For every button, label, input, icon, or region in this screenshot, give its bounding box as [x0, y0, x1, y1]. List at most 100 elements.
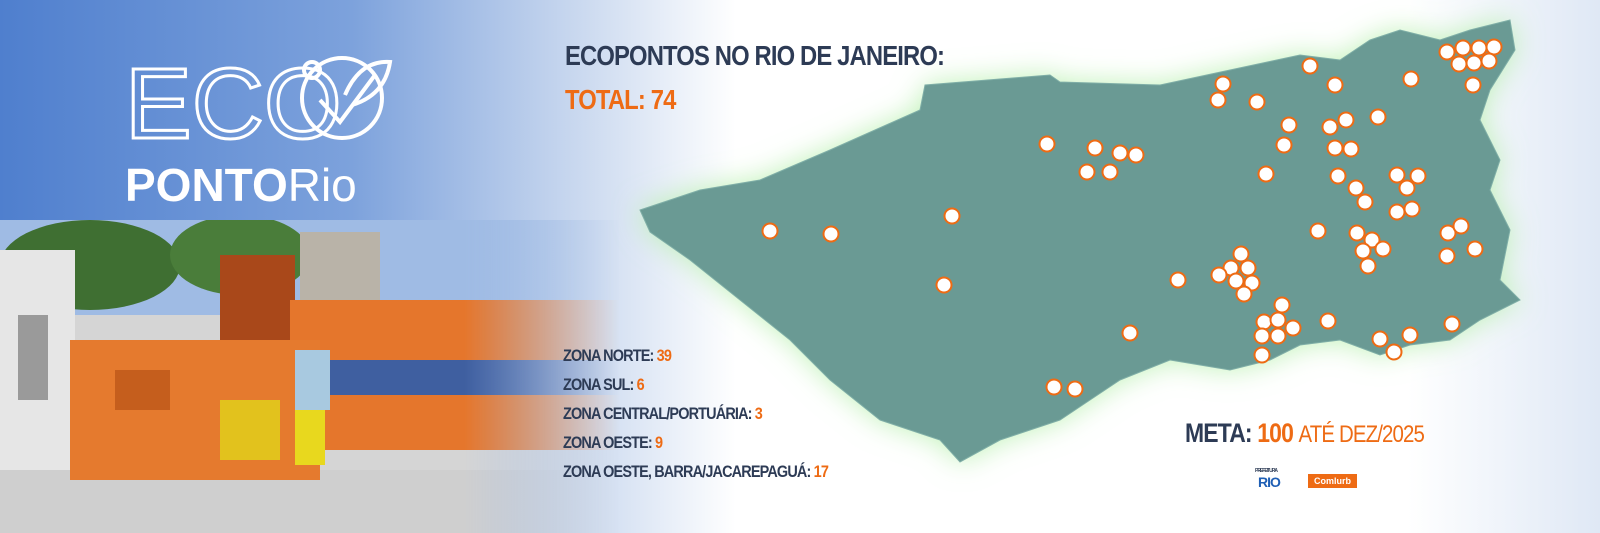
ecoponto-marker [1371, 330, 1389, 348]
ecoponto-marker [1401, 326, 1419, 344]
title: ECOPONTOS NO RIO DE JANEIRO: [565, 40, 945, 71]
zone-count: 3 [754, 404, 763, 423]
ecoponto-marker [1374, 240, 1392, 258]
ecoponto-marker [1257, 165, 1275, 183]
goal-deadline: ATÉ DEZ/2025 [1298, 421, 1425, 448]
ecoponto-marker [1354, 242, 1372, 260]
ecoponto-marker [1209, 91, 1227, 109]
zone-row: ZONA SUL: 6 [563, 375, 645, 395]
ecoponto-marker [1321, 118, 1339, 136]
ecoponto-marker [1438, 43, 1456, 61]
zone-row: ZONA OESTE: 9 [563, 433, 663, 453]
ecoponto-marker [1127, 146, 1145, 164]
logo-ponto-text: PONTO [125, 159, 288, 211]
ecoponto-marker [1273, 296, 1291, 314]
ecoponto-marker [1450, 55, 1468, 73]
ecoponto-marker [1239, 259, 1257, 277]
ecoponto-marker [1232, 245, 1250, 263]
zone-row: ZONA OESTE, BARRA/JACAREPAGUÁ: 17 [563, 462, 829, 482]
comlurb-logo: Comlurb [1308, 474, 1357, 488]
ecoponto-marker [1301, 57, 1319, 75]
logo-rio: Rio [287, 159, 357, 211]
ecoponto-marker [822, 225, 840, 243]
ecoponto-marker [1363, 231, 1381, 249]
ecoponto-marker [1438, 247, 1456, 265]
ecoponto-marker [1210, 266, 1228, 284]
goal: META: 100 ATÉ DEZ/2025 [1185, 418, 1425, 449]
ecoponto-marker [1329, 167, 1347, 185]
ecoponto-marker [1403, 200, 1421, 218]
ecoponto-marker [943, 207, 961, 225]
logo-ponto: PONTORio [125, 158, 357, 212]
zone-label: ZONA OESTE, BARRA/JACAREPAGUÁ: [563, 462, 811, 481]
ecoponto-marker [1284, 319, 1302, 337]
ecoponto-marker [1038, 135, 1056, 153]
ecoponto-marker [1402, 70, 1420, 88]
city-map [639, 19, 1521, 463]
ecoponto-marker [1452, 217, 1470, 235]
ecoponto-marker [761, 222, 779, 240]
ecoponto-marker [1409, 167, 1427, 185]
ecoponto-marker [1309, 222, 1327, 240]
ecoponto-marker [1388, 166, 1406, 184]
zone-count: 39 [656, 346, 672, 365]
logo-icon [300, 56, 393, 140]
photo [0, 215, 620, 533]
ecoponto-marker [1253, 346, 1271, 364]
ecoponto-marker [1342, 140, 1360, 158]
ecoponto-marker [1326, 139, 1344, 157]
ecoponto-marker [1319, 312, 1337, 330]
prefeitura: PREFEITURA [1255, 468, 1278, 474]
ecoponto-marker [1078, 163, 1096, 181]
ecoponto-marker [935, 276, 953, 294]
ecoponto-marker [1398, 179, 1416, 197]
ecoponto-marker [1465, 54, 1483, 72]
logo-eco: ECO [125, 48, 342, 160]
ecoponto-marker [1280, 116, 1298, 134]
ecoponto-marker [1470, 39, 1488, 57]
zone-row: ZONA CENTRAL/PORTUÁRIA: 3 [563, 404, 763, 424]
ecoponto-marker [1464, 76, 1482, 94]
ecoponto-marker [1356, 193, 1374, 211]
total-value: 74 [650, 84, 677, 115]
ecoponto-marker [1214, 75, 1232, 93]
ecoponto-marker [1385, 343, 1403, 361]
ecoponto-marker [1248, 93, 1266, 111]
ecoponto-marker [1269, 327, 1287, 345]
total-label: TOTAL: [565, 84, 646, 115]
ecoponto-marker [1443, 315, 1461, 333]
ecoponto-marker [1227, 272, 1245, 290]
zone-label: ZONA OESTE: [563, 433, 653, 452]
goal-value: 100 [1257, 418, 1294, 448]
ecoponto-marker [1169, 271, 1187, 289]
ecoponto-markers [761, 38, 1503, 398]
ecoponto-marker [1359, 257, 1377, 275]
zone-label: ZONA CENTRAL/PORTUÁRIA: [563, 404, 752, 423]
ecoponto-marker [1369, 108, 1387, 126]
zone-label: ZONA NORTE: [563, 346, 654, 365]
zone-count: 9 [655, 433, 663, 452]
ecoponto-marker [1121, 324, 1139, 342]
ecoponto-marker [1269, 311, 1287, 329]
zone-row: ZONA NORTE: 39 [563, 346, 672, 366]
rio-logo: RIO [1258, 474, 1281, 490]
ecoponto-marker [1347, 179, 1365, 197]
ecoponto-marker [1253, 327, 1271, 345]
ecoponto-marker [1454, 39, 1472, 57]
ecoponto-marker [1255, 313, 1273, 331]
ecoponto-marker [1235, 285, 1253, 303]
ecoponto-marker [1337, 111, 1355, 129]
goal-label: META: [1185, 418, 1253, 448]
ecoponto-marker [1045, 378, 1063, 396]
ecoponto-marker [1101, 163, 1119, 181]
ecoponto-marker [1066, 380, 1084, 398]
ecoponto-marker [1348, 224, 1366, 242]
ecoponto-marker [1480, 52, 1498, 70]
ecoponto-marker [1485, 38, 1503, 56]
ecoponto-marker [1439, 224, 1457, 242]
zone-count: 6 [636, 375, 645, 394]
ecoponto-marker [1086, 139, 1104, 157]
zone-label: ZONA SUL: [563, 375, 634, 394]
